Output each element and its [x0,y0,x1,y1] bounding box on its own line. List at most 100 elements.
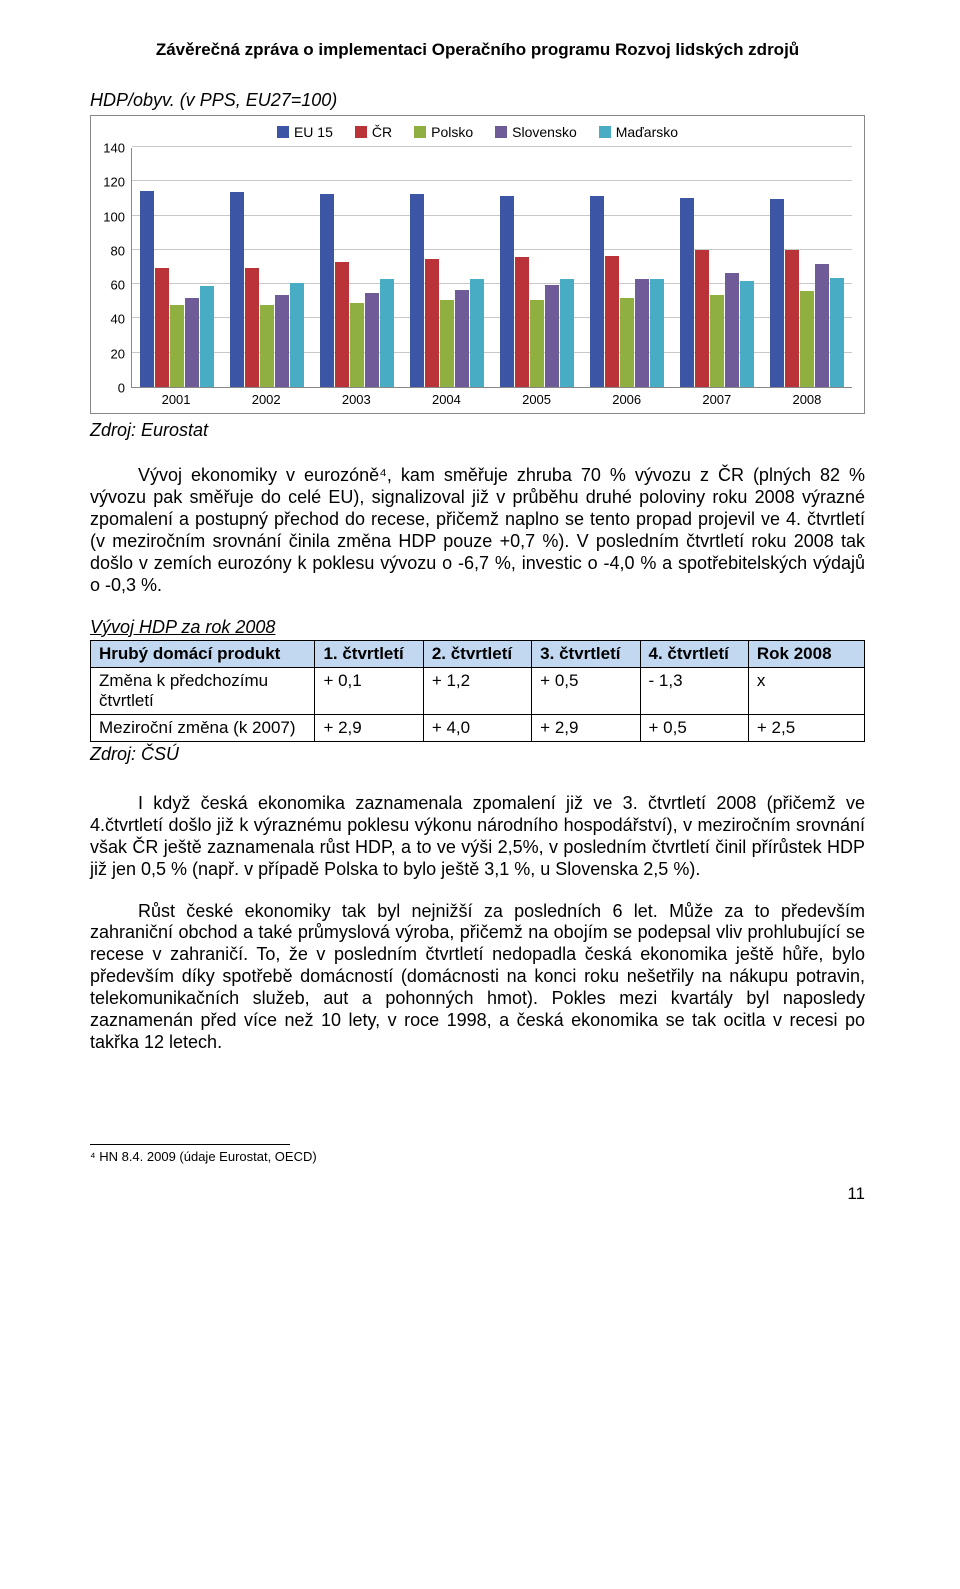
legend-label: Polsko [431,124,473,140]
bar [245,268,259,388]
bar [155,268,169,388]
bar [350,303,364,387]
bar [230,192,244,387]
bar [605,256,619,387]
table-cell: Meziroční změna (k 2007) [91,714,315,741]
gridline [132,146,852,147]
paragraph: Růst české ekonomiky tak byl nejnižší za… [90,901,865,1055]
bar [140,191,154,387]
table-header-cell: Rok 2008 [748,640,864,667]
bar [695,250,709,387]
bar [260,305,274,387]
legend-label: ČR [372,124,392,140]
bar [740,281,754,387]
y-tick-label: 40 [111,312,125,327]
legend-swatch [355,126,367,138]
bar [470,279,484,387]
bar [620,298,634,387]
legend-swatch [277,126,289,138]
x-tick-label: 2005 [492,388,582,413]
bar [710,295,724,387]
legend-swatch [495,126,507,138]
bar [830,278,844,387]
bar [335,262,349,387]
table-cell: + 0,5 [532,667,640,714]
table-cell: + 1,2 [423,667,531,714]
x-tick-label: 2006 [582,388,672,413]
table-cell: x [748,667,864,714]
bar-group [222,148,312,387]
bar [455,290,469,387]
legend-swatch [599,126,611,138]
x-tick-label: 2004 [401,388,491,413]
bar [680,198,694,387]
table-cell: + 0,5 [640,714,748,741]
bar [650,279,664,387]
chart-title: HDP/obyv. (v PPS, EU27=100) [90,90,865,111]
bar [635,279,649,387]
table-cell: Změna k předchozímu čtvrtletí [91,667,315,714]
legend-label: Maďarsko [616,124,678,140]
table-row: Meziroční změna (k 2007)+ 2,9+ 4,0+ 2,9+… [91,714,865,741]
bar [440,300,454,387]
legend-label: EU 15 [294,124,333,140]
table-header-cell: Hrubý domácí produkt [91,640,315,667]
table-header-cell: 2. čtvrtletí [423,640,531,667]
y-tick-label: 120 [103,175,125,190]
bar [770,199,784,387]
footnote: ⁴ HN 8.4. 2009 (údaje Eurostat, OECD) [90,1149,865,1164]
bar [380,279,394,387]
table-cell: + 4,0 [423,714,531,741]
x-tick-label: 2008 [762,388,852,413]
table-source: Zdroj: ČSÚ [90,744,865,765]
bar-group [132,148,222,387]
bar [590,196,604,387]
bar-group [402,148,492,387]
footnote-rule [90,1144,290,1145]
x-tick-label: 2007 [672,388,762,413]
paragraph: Vývoj ekonomiky v eurozóně⁴, kam směřuje… [90,465,865,597]
bar [290,283,304,387]
bar [320,194,334,387]
running-header: Závěrečná zpráva o implementaci Operační… [90,40,865,60]
chart-legend: EU 15 ČR Polsko Slovensko Maďarsko [91,116,864,140]
table-cell: + 2,5 [748,714,864,741]
page-number: 11 [90,1184,865,1204]
bar [365,293,379,387]
legend-item: Polsko [414,124,473,140]
bar [725,273,739,387]
y-tick-label: 100 [103,209,125,224]
hdp-table: Hrubý domácí produkt1. čtvrtletí2. čtvrt… [90,640,865,742]
bar [200,286,214,387]
bar-group [312,148,402,387]
bar-chart: EU 15ČRPolskoSlovenskoMaďarsko0204060801… [90,115,865,414]
table-cell: - 1,3 [640,667,748,714]
legend-swatch [414,126,426,138]
legend-item: EU 15 [277,124,333,140]
bar [275,295,289,387]
x-tick-label: 2001 [131,388,221,413]
y-tick-label: 80 [111,243,125,258]
bar [170,305,184,387]
legend-item: Slovensko [495,124,577,140]
bar [815,264,829,387]
legend-item: ČR [355,124,392,140]
table-header-cell: 3. čtvrtletí [532,640,640,667]
bar [560,279,574,387]
table-caption: Vývoj HDP za rok 2008 [90,617,865,638]
chart-source: Zdroj: Eurostat [90,420,865,441]
table-cell: + 2,9 [315,714,423,741]
table-header-cell: 4. čtvrtletí [640,640,748,667]
x-tick-label: 2003 [311,388,401,413]
y-tick-label: 60 [111,278,125,293]
bar-group [492,148,582,387]
legend-item: Maďarsko [599,124,678,140]
bar [785,250,799,387]
bar-group [672,148,762,387]
y-tick-label: 20 [111,346,125,361]
paragraph: I když česká ekonomika zaznamenala zpoma… [90,793,865,881]
bar [530,300,544,387]
table-row: Změna k předchozímu čtvrtletí+ 0,1+ 1,2+… [91,667,865,714]
table-cell: + 0,1 [315,667,423,714]
table-header-cell: 1. čtvrtletí [315,640,423,667]
